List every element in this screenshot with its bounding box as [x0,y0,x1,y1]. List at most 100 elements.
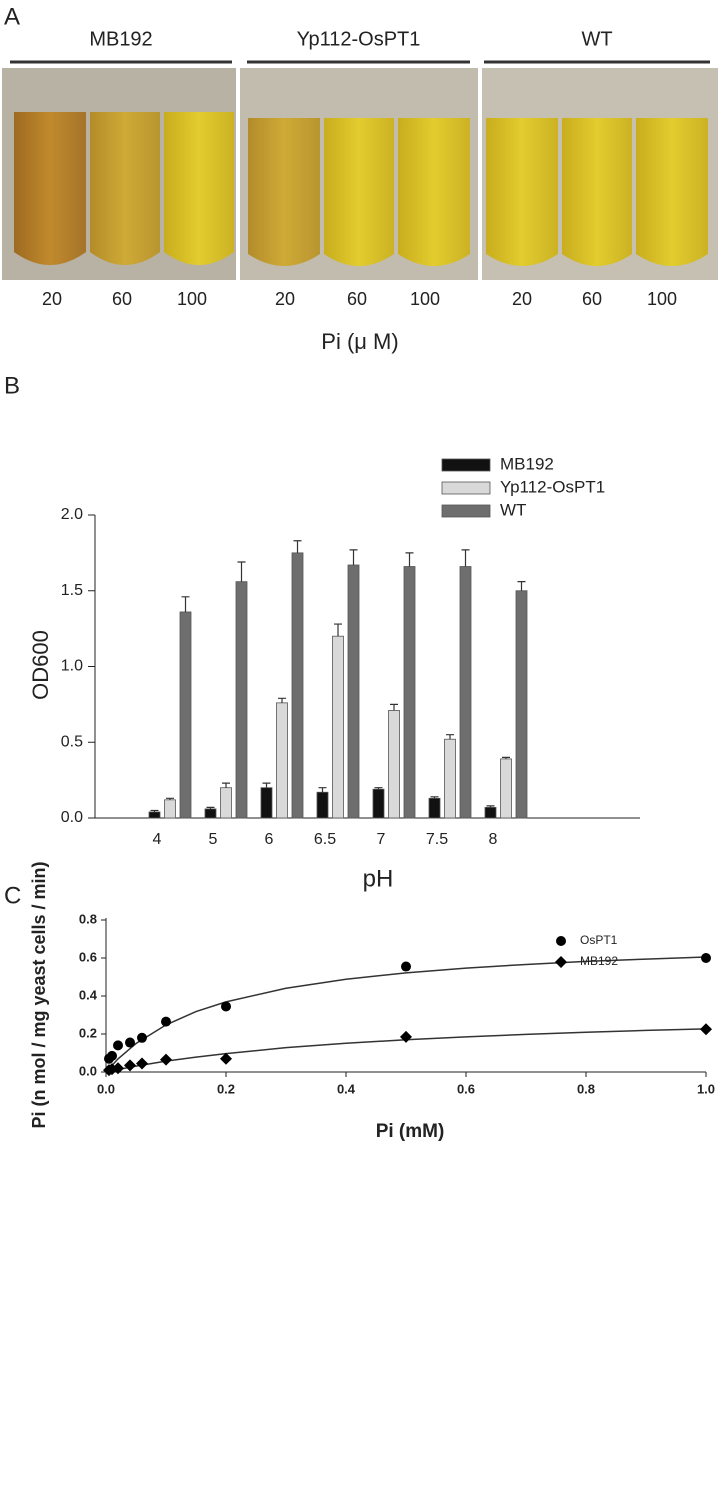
x-tick-label: 7.5 [426,831,448,848]
x-tick-label: 0.6 [457,1081,475,1096]
bar [260,787,273,819]
x-tick-label: 1.0 [697,1081,715,1096]
error-bar [430,796,439,799]
bar [220,787,232,819]
x-tick-label: 0.0 [97,1081,115,1096]
error-bar [517,581,526,591]
y-tick-label: 0.8 [79,911,97,926]
tube [248,118,320,266]
point [113,1040,123,1051]
error-bar [166,797,174,800]
x-tick-label: 0.8 [577,1081,595,1096]
y-tick-label: 0.5 [61,733,83,750]
error-bar [486,805,495,808]
panel-label: B [4,372,20,399]
point [160,1053,172,1066]
point [107,1050,117,1061]
panel-label: C [4,882,21,909]
legend-marker [556,936,566,946]
tube [14,112,86,265]
concentration-label: 20 [512,289,532,309]
x-axis-label: Pi (mM) [376,1121,445,1142]
bar [276,702,288,819]
error-bar [334,623,342,637]
tube [164,112,234,265]
error-bar [237,561,246,582]
error-bar [446,734,454,740]
point [220,1052,232,1065]
legend-swatch [441,504,491,518]
y-tick-label: 0.6 [79,949,97,964]
group-label: Yp112-OsPT1 [297,28,421,50]
point [136,1057,148,1070]
bar [148,811,161,819]
x-tick-label: 5 [209,831,218,848]
error-bar [222,782,230,788]
bar [235,581,248,819]
error-bar [374,787,383,790]
group-label: WT [581,28,612,50]
tube [562,118,632,266]
tube [324,118,394,266]
legend-label: MB192 [580,954,618,968]
error-bar [461,549,470,567]
point [221,1001,231,1012]
concentration-label: 60 [582,289,602,309]
bar [164,799,176,819]
y-axis-label: OD600 [28,630,53,700]
legend-label: WT [500,500,526,519]
concentration-label: 100 [410,289,440,309]
point [700,1023,712,1036]
bar [316,791,329,819]
tube [398,118,470,266]
bar [372,788,385,819]
x-tick-label: 0.2 [217,1081,235,1096]
point [137,1032,147,1043]
group-label: MB192 [89,28,152,50]
y-axis-label: Pi (n mol / mg yeast cells / min) [29,861,49,1128]
bar [459,566,472,819]
x-tick-label: 6.5 [314,831,336,848]
point [401,961,411,972]
error-bar [293,540,302,553]
y-tick-label: 0.2 [79,1025,97,1040]
y-tick-label: 0.0 [61,809,83,826]
bar [332,635,344,819]
error-bar [390,703,398,711]
fit-curve [105,956,707,1073]
error-bar [502,756,510,759]
legend-label: Yp112-OsPT1 [500,477,605,496]
legend-label: MB192 [500,454,554,473]
point [701,953,711,963]
error-bar [278,697,286,703]
concentration-label: 100 [177,289,207,309]
panel-label: A [4,3,20,30]
x-tick-label: 4 [153,831,162,848]
bar [179,611,192,819]
point [125,1037,135,1048]
y-tick-label: 1.0 [61,658,83,675]
tube [636,118,708,266]
photo [2,68,718,280]
bar [204,808,217,819]
y-tick-label: 0.4 [79,987,98,1002]
x-tick-label: 7 [377,831,386,848]
x-tick-label: 6 [265,831,274,848]
legend-swatch [441,458,491,472]
x-axis-label: pH [363,865,394,892]
error-bar [181,596,190,612]
bar [428,797,441,819]
legend-marker [555,956,567,968]
bar [484,806,497,819]
y-tick-label: 0.0 [79,1063,97,1078]
x-axis-label: Pi (μ M) [321,329,398,354]
bar [500,758,512,819]
error-bar [262,782,271,788]
error-bar [150,809,159,812]
bar [291,552,304,819]
bar [444,738,456,819]
legend-swatch [441,481,491,495]
tube [486,118,558,266]
concentration-label: 20 [42,289,62,309]
